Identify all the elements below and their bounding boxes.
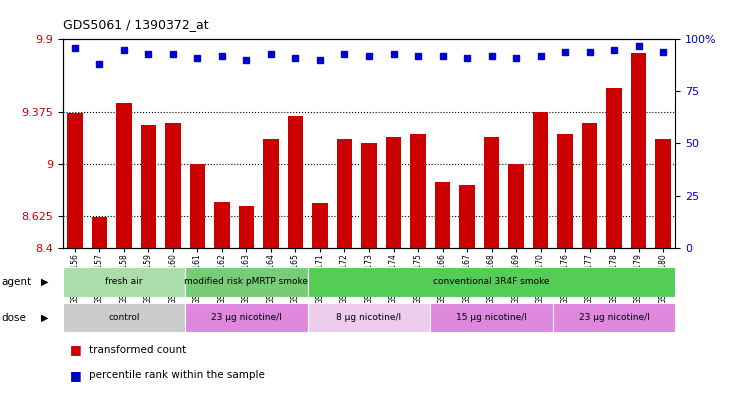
- Bar: [63, 303, 185, 332]
- Bar: [63, 267, 185, 297]
- Bar: [214, 202, 230, 248]
- Bar: [288, 116, 303, 248]
- Bar: [185, 267, 308, 297]
- Bar: [410, 134, 426, 248]
- Bar: [308, 267, 675, 297]
- Text: conventional 3R4F smoke: conventional 3R4F smoke: [433, 277, 550, 286]
- Bar: [185, 303, 308, 332]
- Bar: [430, 303, 553, 332]
- Text: percentile rank within the sample: percentile rank within the sample: [89, 370, 264, 380]
- Text: ▶: ▶: [41, 312, 49, 323]
- Bar: [308, 303, 430, 332]
- Bar: [385, 136, 401, 248]
- Bar: [140, 125, 156, 248]
- Bar: [459, 185, 475, 248]
- Bar: [553, 303, 675, 332]
- Bar: [655, 139, 671, 248]
- Bar: [165, 123, 181, 248]
- Bar: [337, 139, 353, 248]
- Bar: [116, 103, 132, 248]
- Text: ■: ■: [70, 369, 82, 382]
- Text: dose: dose: [1, 312, 27, 323]
- Text: 23 μg nicotine/l: 23 μg nicotine/l: [211, 313, 282, 322]
- Bar: [435, 182, 450, 248]
- Bar: [312, 203, 328, 248]
- Bar: [483, 136, 500, 248]
- Bar: [361, 143, 377, 248]
- Bar: [630, 53, 646, 248]
- Text: 15 μg nicotine/l: 15 μg nicotine/l: [456, 313, 527, 322]
- Bar: [533, 112, 548, 248]
- Text: modified risk pMRTP smoke: modified risk pMRTP smoke: [184, 277, 308, 286]
- Bar: [67, 113, 83, 248]
- Bar: [190, 164, 205, 248]
- Bar: [263, 139, 279, 248]
- Text: agent: agent: [1, 277, 32, 287]
- Bar: [606, 88, 622, 248]
- Bar: [508, 164, 524, 248]
- Text: ■: ■: [70, 343, 82, 356]
- Text: fresh air: fresh air: [106, 277, 142, 286]
- Text: 23 μg nicotine/l: 23 μg nicotine/l: [579, 313, 649, 322]
- Text: transformed count: transformed count: [89, 345, 186, 355]
- Text: 8 μg nicotine/l: 8 μg nicotine/l: [337, 313, 401, 322]
- Text: ▶: ▶: [41, 277, 49, 287]
- Bar: [557, 134, 573, 248]
- Bar: [238, 206, 255, 248]
- Bar: [92, 217, 108, 248]
- Text: GDS5061 / 1390372_at: GDS5061 / 1390372_at: [63, 18, 208, 31]
- Bar: [582, 123, 598, 248]
- Text: control: control: [108, 313, 139, 322]
